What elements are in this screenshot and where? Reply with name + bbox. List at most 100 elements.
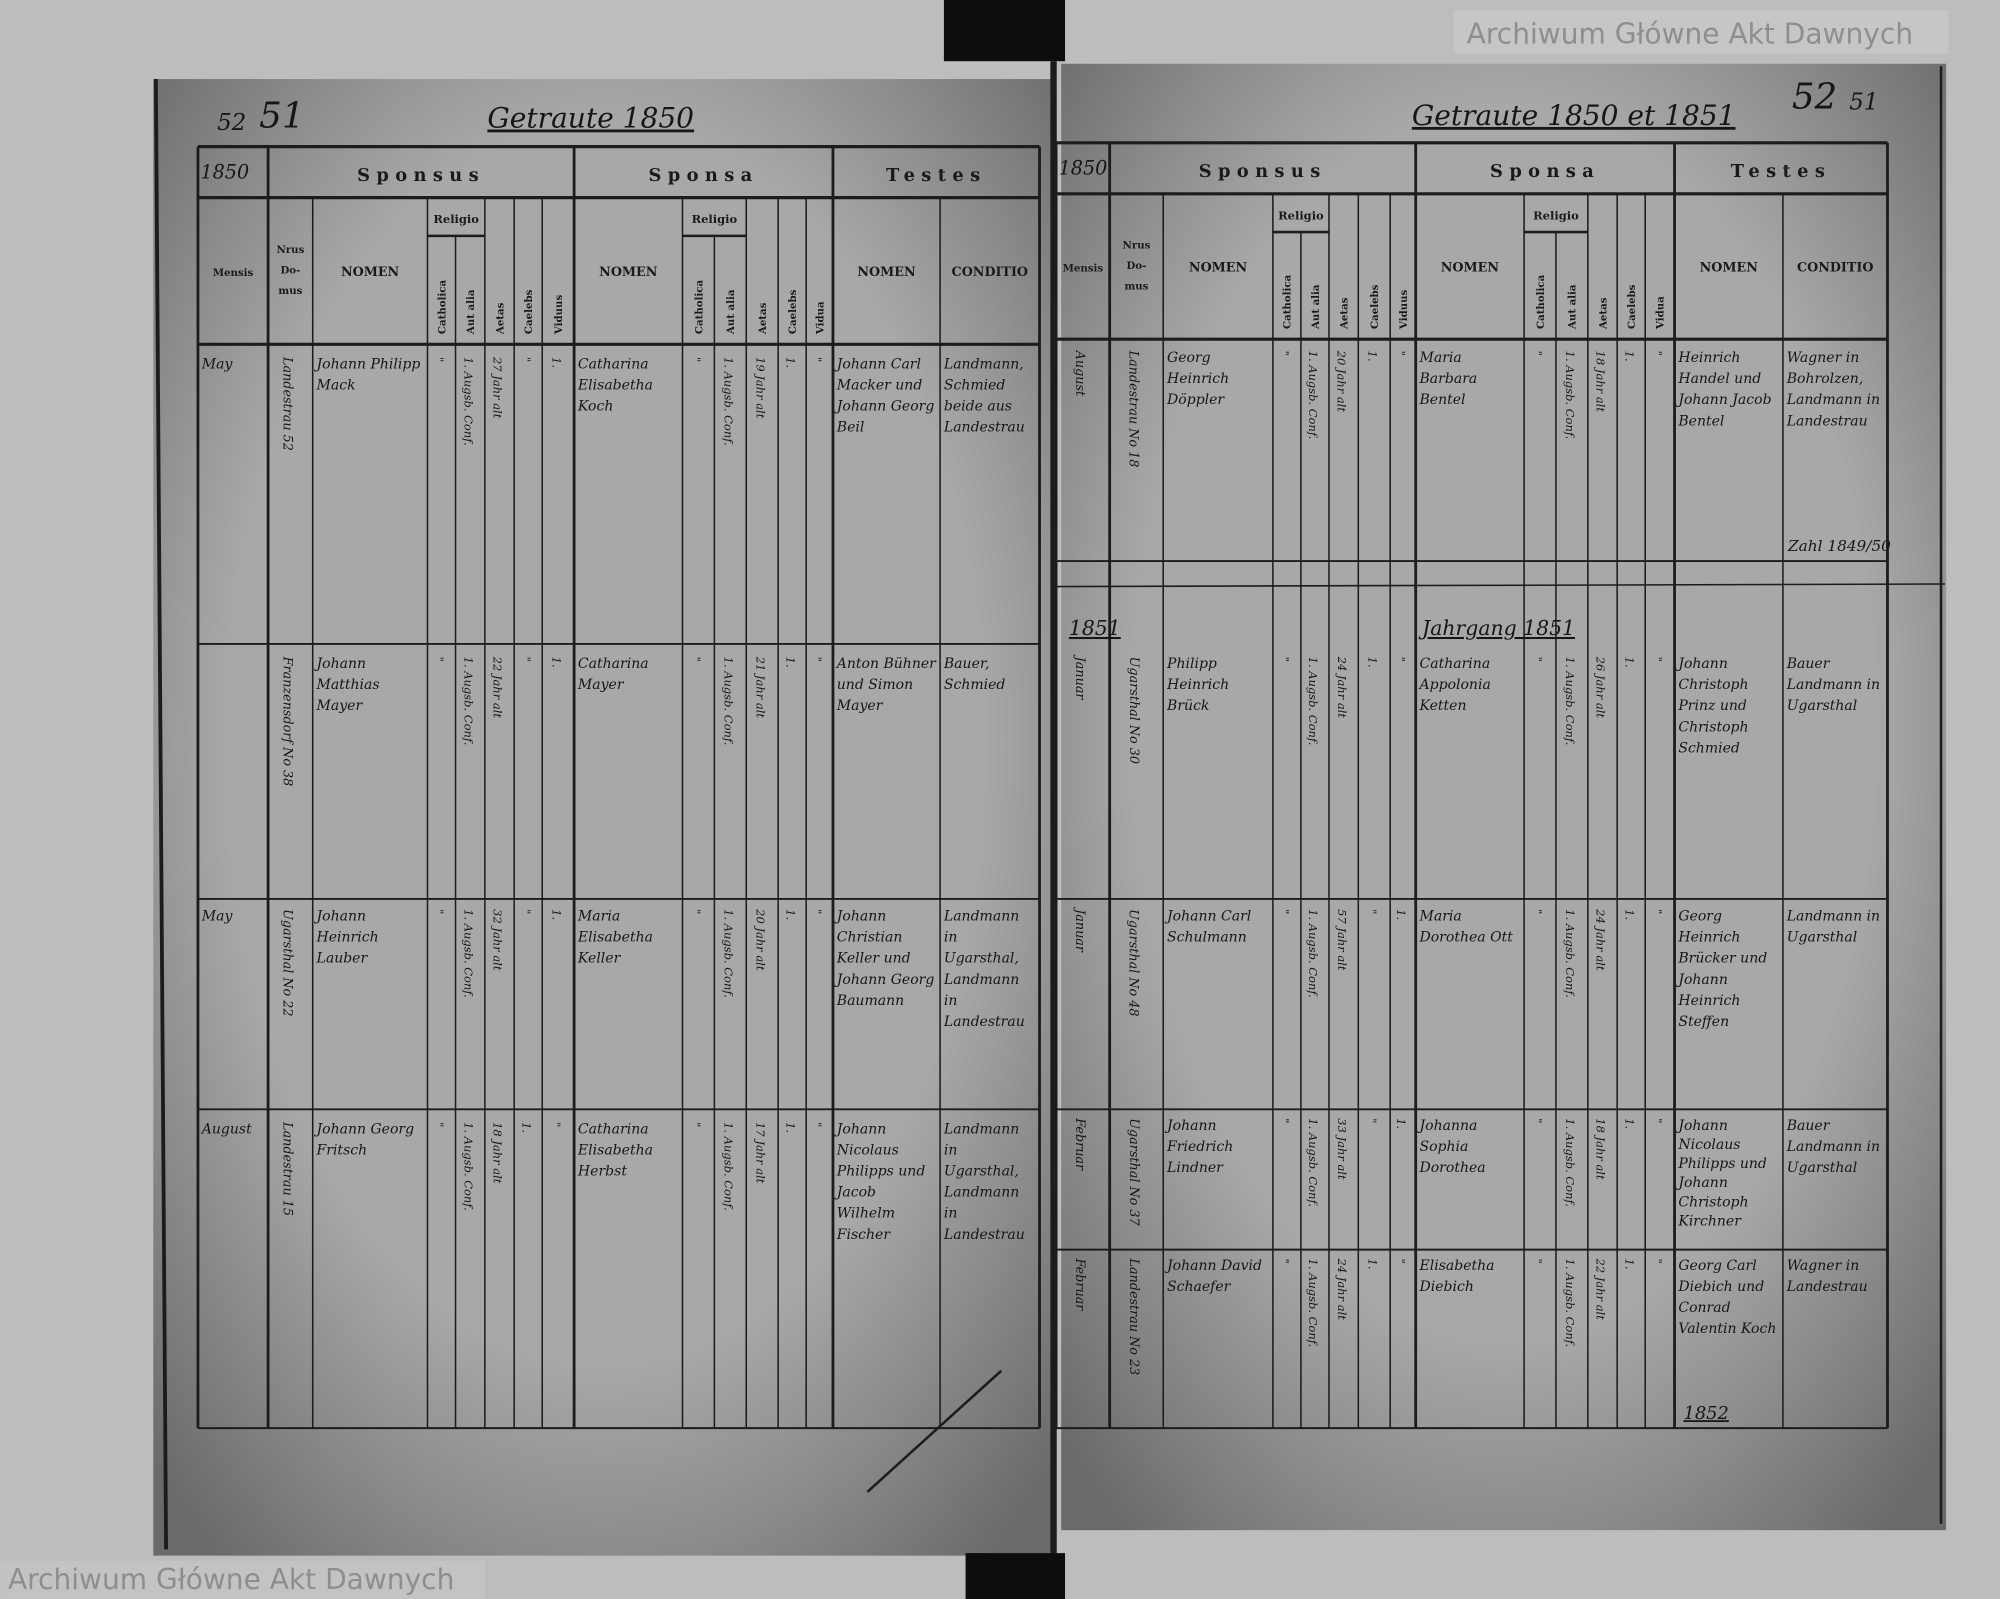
entry-a-aut: 1. Augsb. Conf. <box>1563 1259 1577 1348</box>
year-1851-label: 1851 <box>1069 616 1121 640</box>
aut-alia-header: Aut alia <box>1567 284 1579 330</box>
nrus-domus-header: Nrus <box>1123 240 1151 252</box>
entry-a-caelebs: 1. <box>1622 1118 1636 1129</box>
entry-a-caelebs: 1. <box>783 357 797 368</box>
catholica-header: Catholica <box>1535 274 1547 329</box>
binding-bottom <box>965 1553 1066 1599</box>
entry-s-aetas: 18 Jahr alt <box>491 1122 505 1184</box>
entry-s-viduus: 1. <box>549 357 563 368</box>
entry-a-caelebs: 1. <box>783 1122 797 1133</box>
entry-s-aut: 1. Augsb. Conf. <box>1306 657 1320 746</box>
entry-a-cath: " <box>1531 1118 1545 1123</box>
entry-a-cath: " <box>1531 909 1545 914</box>
mensis-header: Mensis <box>213 267 254 279</box>
entry-s-aut: 1. Augsb. Conf. <box>461 1122 475 1211</box>
catholica-header: Catholica <box>1282 274 1294 329</box>
entry-s-caelebs: 1. <box>1365 351 1379 362</box>
entry-a-vidua: " <box>1651 351 1665 356</box>
aetas-header: Aetas <box>1597 297 1609 330</box>
religio-header: Religio <box>1278 208 1324 222</box>
testes-nomen-header: NOMEN <box>1700 261 1759 276</box>
entry-conditio: Bauer, Schmied <box>943 656 1006 693</box>
entry-mensis: Januar <box>1072 906 1087 953</box>
entry-s-viduus: " <box>1394 657 1408 662</box>
entry-s-aetas: 22 Jahr alt <box>491 656 505 719</box>
caelebs-header: Caelebs <box>787 289 799 334</box>
entry-a-vidua: " <box>811 909 825 914</box>
entry-s-caelebs: " <box>1365 909 1379 914</box>
entry-sponsus: Johann Friedrich Lindner <box>1164 1118 1233 1176</box>
entry-sponsa: Maria Elisabetha Keller <box>577 909 653 967</box>
aut-alia-header: Aut alia <box>1310 284 1322 330</box>
entry-a-caelebs: 1. <box>783 657 797 668</box>
entry-sponsa: Catharina Mayer <box>577 656 649 693</box>
testes-nomen-header: NOMEN <box>857 265 916 280</box>
entry-mensis: May <box>201 357 234 373</box>
nrus-domus-header: mus <box>278 285 302 297</box>
entry-sponsus: Johann David Schaefer <box>1164 1258 1262 1295</box>
entry-s-caelebs: 1. <box>1365 1259 1379 1270</box>
entry-a-cath: " <box>690 357 704 362</box>
entry-a-aetas: 19 Jahr alt <box>753 357 767 419</box>
entry-a-aetas: 24 Jahr alt <box>1594 908 1608 971</box>
entry-testes: Johann Carl Macker und Johann Georg Beil <box>834 357 935 436</box>
entry-sponsus: Georg Heinrich Döppler <box>1166 350 1229 408</box>
entry-a-aut: 1. Augsb. Conf. <box>721 909 735 998</box>
entry-a-caelebs: 1. <box>1622 909 1636 920</box>
entry-s-caelebs: 1. <box>1365 657 1379 668</box>
entry-s-caelebs: " <box>519 657 533 662</box>
entry-a-cath: " <box>690 1122 704 1127</box>
conditio-header: CONDITIO <box>1797 261 1874 276</box>
entry-s-aut: 1. Augsb. Conf. <box>1306 351 1320 440</box>
entry-s-viduus: " <box>549 1122 563 1127</box>
entry-conditio: Landmann in Ugarsthal <box>1786 909 1880 946</box>
testes-header: Testes <box>1731 161 1832 182</box>
entry-a-cath: " <box>690 909 704 914</box>
entry-a-aetas: 22 Jahr alt <box>1594 1258 1608 1321</box>
entry-a-aut: 1. Augsb. Conf. <box>1563 1118 1577 1207</box>
entry-conditio: Wagner in Landestrau <box>1786 1258 1868 1295</box>
entry-s-aut: 1. Augsb. Conf. <box>1306 1118 1320 1207</box>
entry-domus: Ugarsthal No 30 <box>1126 657 1141 764</box>
catholica-header: Catholica <box>693 280 705 335</box>
sponsa-header: Sponsa <box>1490 161 1600 182</box>
entry-conditio: Landmann, Schmied beide aus Landestrau <box>943 357 1025 436</box>
entry-a-aetas: 18 Jahr alt <box>1594 1118 1608 1180</box>
entry-sponsa: Catharina Elisabetha Koch <box>577 357 653 415</box>
watermark-right: Archiwum Główne Akt Dawnych <box>1467 17 1913 50</box>
register-entry: Februar Ugarsthal No 37 Johann Friedrich Lin… <box>1072 1117 1880 1229</box>
viduus-header: Viduus <box>1398 289 1410 330</box>
entry-conditio: Landmann in Ugarsthal, Landmann in Landestrau <box>943 909 1025 1030</box>
nrus-domus-header: Do- <box>1127 260 1147 272</box>
catholica-header: Catholica <box>436 280 448 335</box>
entry-s-aut: 1. Augsb. Conf. <box>461 357 475 446</box>
entry-sponsus: Johann Heinrich Lauber <box>314 909 379 967</box>
entry-s-caelebs: " <box>519 909 533 914</box>
left-page-table: Religio Religio Sponsus Sponsa Testes 1850 Men… <box>196 145 1041 1430</box>
entry-s-caelebs: " <box>519 357 533 362</box>
entry-a-aut: 1. Augsb. Conf. <box>721 657 735 746</box>
register-entry: Januar Ugarsthal No 30 Philipp Heinrich Brüc… <box>1072 654 1880 764</box>
entry-s-viduus: 1. <box>549 909 563 920</box>
entry-a-aetas: 26 Jahr alt <box>1594 656 1608 719</box>
entry-sponsa: Elisabetha Diebich <box>1419 1258 1495 1295</box>
entry-s-cath: " <box>433 909 447 914</box>
entry-s-cath: " <box>1278 1118 1292 1123</box>
entry-domus: Landestrau No 18 <box>1126 350 1141 468</box>
entry-mensis: Januar <box>1072 654 1087 701</box>
entry-a-vidua: " <box>811 357 825 362</box>
register-entry: August Landestrau 15 Johann Georg Fritsch " 1… <box>200 1121 1025 1243</box>
sponsus-header: Sponsus <box>1199 161 1327 182</box>
entry-s-caelebs: " <box>1365 1118 1379 1123</box>
register-entry: August Landestrau No 18 Georg Heinrich Döppl… <box>1072 350 1880 468</box>
entry-a-aetas: 17 Jahr alt <box>753 1122 767 1184</box>
page-number-right: 52 <box>1792 76 1837 117</box>
entry-a-caelebs: 1. <box>783 909 797 920</box>
entry-testes: Johann Christian Keller und Johann Georg Bau… <box>834 909 935 1009</box>
caelebs-header: Caelebs <box>1369 284 1381 329</box>
entry-domus: Franzensdorf No 38 <box>280 656 295 787</box>
entry-sponsus: Johann Georg Fritsch <box>314 1122 415 1159</box>
entry-s-viduus: 1. <box>549 657 563 668</box>
entry-sponsus: Johann Philipp Mack <box>314 357 421 394</box>
register-entry: May Ugarsthal No 22 Johann Heinrich Lauber " 1… <box>201 908 1025 1030</box>
